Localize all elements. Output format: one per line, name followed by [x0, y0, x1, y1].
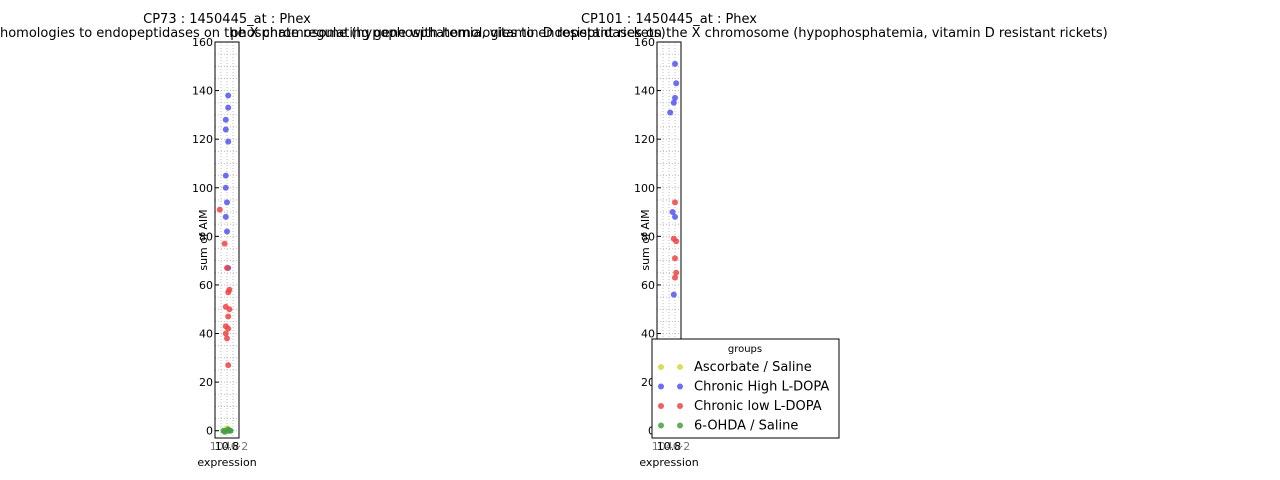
- legend-marker: [677, 403, 683, 409]
- data-point: [670, 291, 677, 298]
- legend-marker: [658, 403, 664, 409]
- data-point: [225, 362, 232, 369]
- data-point: [222, 213, 229, 220]
- data-point: [224, 228, 230, 235]
- legend-label: Chronic High L-DOPA: [694, 380, 829, 395]
- data-point: [669, 209, 676, 216]
- y-ticks: 0 20 40 60 80 100 120 140 160: [192, 36, 219, 438]
- data-point: [672, 199, 678, 206]
- data-point: [221, 240, 228, 247]
- y-axis-label: sum of AIM: [639, 209, 652, 270]
- data-point: [222, 126, 229, 133]
- data-point: [670, 99, 677, 106]
- chart-subtitle: phosphate regulating gene with homologie…: [0, 26, 666, 41]
- legend-box: [651, 338, 840, 439]
- y-tick-label: 160: [634, 36, 655, 49]
- data-point: [672, 274, 678, 281]
- legend-marker: [677, 383, 683, 390]
- data-point: [216, 206, 223, 213]
- x-axis-label: expression: [197, 456, 256, 469]
- y-tick-label: 40: [641, 328, 655, 341]
- data-point: [672, 94, 678, 101]
- y-tick-label: 60: [199, 279, 213, 292]
- y-tick-label: 140: [634, 85, 655, 98]
- data-point: [224, 199, 230, 206]
- y-tick-label: 160: [192, 36, 213, 49]
- data-point: [225, 138, 232, 145]
- y-axis-label: sum of AIM: [197, 209, 210, 270]
- data-point: [225, 104, 232, 111]
- y-tick-label: 140: [192, 85, 213, 98]
- legend-label: 6-OHDA / Saline: [694, 419, 798, 434]
- data-point: [672, 60, 678, 67]
- data-point: [225, 92, 232, 99]
- y-tick-label: 100: [634, 182, 655, 195]
- plot-frame: [214, 41, 240, 439]
- data-point: [222, 116, 229, 123]
- y-tick-label: 100: [192, 182, 213, 195]
- y-tick-label: 120: [634, 133, 655, 146]
- x-tick-label-overlap: 1046·2: [652, 440, 691, 453]
- legend-marker: [658, 383, 664, 390]
- chart-subtitle: phosphate regulating gene with homologie…: [230, 26, 1107, 41]
- data-point: [224, 335, 230, 342]
- legend-title: groups: [728, 344, 762, 355]
- data-point: [225, 313, 232, 320]
- x-tick-label: 10.8: [657, 440, 682, 453]
- legend-marker: [677, 364, 683, 370]
- legend-label: Chronic low L-DOPA: [694, 399, 822, 414]
- legend-marker: [658, 364, 664, 370]
- data-point: [226, 306, 233, 313]
- data-points: [667, 60, 680, 298]
- y-tick-label: 80: [199, 230, 213, 243]
- data-point: [222, 184, 229, 191]
- y-tick-label: 60: [641, 279, 655, 292]
- y-tick-label: 40: [199, 328, 213, 341]
- y-tick-label: 120: [192, 133, 213, 146]
- data-point: [672, 255, 678, 262]
- y-tick-label: 20: [199, 376, 213, 389]
- x-tick-label: 10.8: [215, 440, 240, 453]
- legend-entries: Ascorbate / Saline Chronic High L-DOPA Chr…: [658, 360, 829, 434]
- chart-panel-cp101: CP101 : 1450445_at : Phex phosphate regu…: [230, 12, 1107, 469]
- y-tick-label: 80: [641, 230, 655, 243]
- legend-marker: [658, 422, 664, 429]
- data-point: [227, 427, 234, 434]
- data-points: [216, 92, 234, 435]
- chart-panel-cp73: CP73 : 1450445_at : Phex phosphate regul…: [0, 12, 666, 469]
- data-point: [672, 213, 678, 220]
- grid: [215, 41, 239, 438]
- data-point: [667, 109, 674, 116]
- legend-marker: [677, 422, 683, 429]
- x-axis-label: expression: [639, 456, 698, 469]
- chart-title: CP73 : 1450445_at : Phex: [143, 12, 311, 27]
- data-point: [673, 238, 680, 245]
- x-tick-label-overlap: 1046·2: [210, 440, 249, 453]
- data-point: [225, 289, 232, 296]
- data-point: [225, 325, 232, 332]
- data-point: [673, 269, 680, 276]
- legend: groups Ascorbate / Saline Chronic High L-…: [651, 338, 840, 439]
- chart-title: CP101 : 1450445_at : Phex: [581, 12, 757, 27]
- data-point: [222, 172, 229, 179]
- y-tick-label: 0: [206, 425, 213, 438]
- data-point: [222, 330, 229, 337]
- data-point: [673, 80, 680, 87]
- data-point: [224, 264, 230, 271]
- legend-label: Ascorbate / Saline: [694, 360, 812, 375]
